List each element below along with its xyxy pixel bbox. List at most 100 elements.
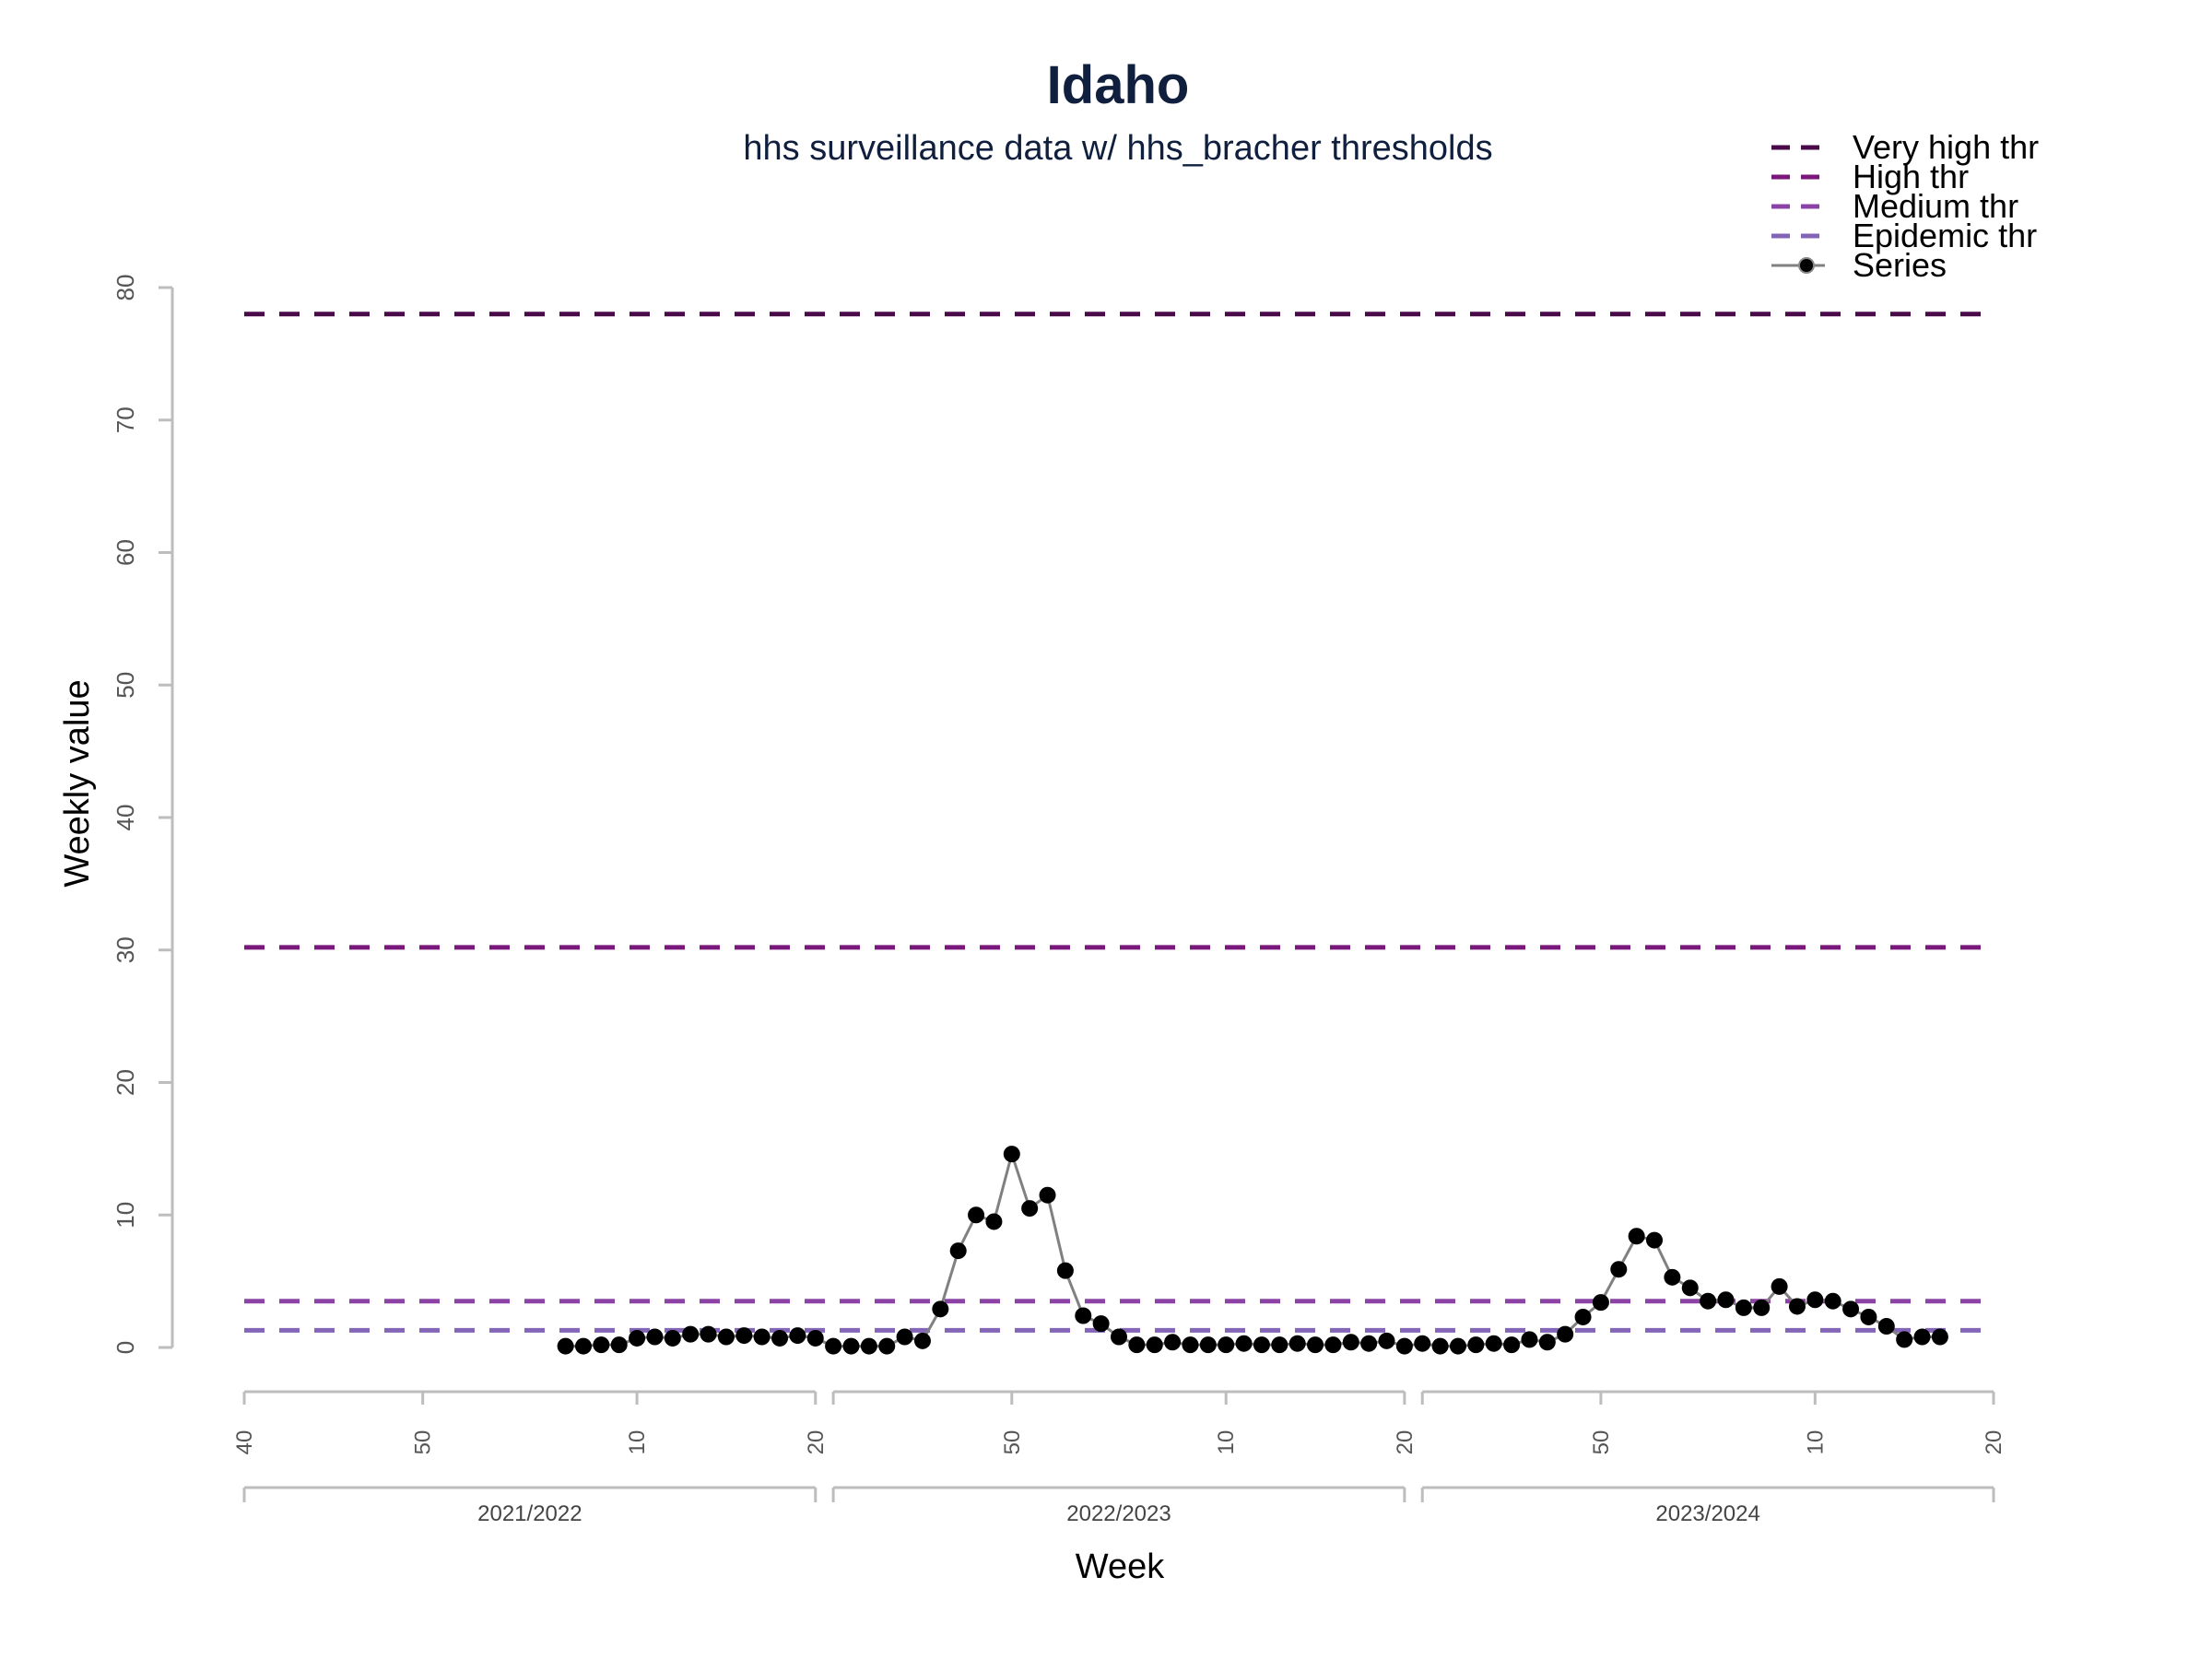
data-point xyxy=(1771,1277,1788,1295)
y-tick-label: 20 xyxy=(112,1069,139,1096)
data-point xyxy=(1039,1186,1056,1204)
data-point xyxy=(1092,1315,1110,1333)
data-point xyxy=(557,1337,574,1355)
data-point xyxy=(1735,1299,1752,1316)
data-point xyxy=(1075,1307,1092,1324)
data-point xyxy=(1182,1336,1199,1354)
data-point xyxy=(1467,1336,1485,1354)
data-point xyxy=(1485,1335,1502,1352)
data-point xyxy=(664,1329,681,1347)
x-tick-label: 10 xyxy=(1803,1430,1828,1455)
x-tick-label: 10 xyxy=(625,1430,650,1455)
x-tick-label: 50 xyxy=(1000,1430,1025,1455)
data-point xyxy=(1574,1308,1592,1325)
x-tick-label: 20 xyxy=(1982,1430,2006,1455)
data-point xyxy=(806,1329,824,1347)
x-tick-label: 20 xyxy=(1393,1430,1418,1455)
data-point xyxy=(1557,1325,1574,1343)
data-point xyxy=(1806,1291,1824,1309)
data-point xyxy=(789,1327,806,1345)
data-point xyxy=(1610,1261,1628,1278)
data-point xyxy=(968,1206,985,1224)
data-point xyxy=(1307,1336,1324,1354)
data-point xyxy=(1164,1334,1182,1351)
threshold-lines xyxy=(244,312,1994,1333)
data-point xyxy=(1003,1146,1020,1163)
legend-label: Series xyxy=(1853,246,1947,284)
y-tick-label: 50 xyxy=(112,672,139,699)
data-point xyxy=(1271,1336,1288,1354)
data-point xyxy=(1503,1336,1521,1354)
series-layer xyxy=(557,1146,1948,1355)
data-point xyxy=(753,1328,771,1346)
data-point xyxy=(1378,1332,1395,1349)
data-point xyxy=(860,1337,877,1355)
data-point xyxy=(1324,1336,1342,1354)
data-point xyxy=(1753,1299,1771,1316)
y-tick-label: 80 xyxy=(112,275,139,301)
data-point xyxy=(842,1337,860,1355)
data-point xyxy=(1431,1337,1449,1355)
legend-label: Very high thr xyxy=(1853,128,2039,166)
data-point xyxy=(682,1325,700,1343)
y-tick-label: 30 xyxy=(112,936,139,963)
legend-marker xyxy=(1798,257,1815,274)
data-point xyxy=(913,1332,931,1349)
series-line xyxy=(565,1148,1940,1348)
data-point xyxy=(646,1328,664,1346)
data-point xyxy=(949,1242,967,1260)
legend-label: Epidemic thr xyxy=(1853,217,2037,254)
chart-title: Idaho xyxy=(1047,55,1190,115)
data-point xyxy=(1860,1308,1877,1325)
data-point xyxy=(1664,1268,1681,1286)
data-point xyxy=(1342,1334,1359,1351)
x-tick-label: 50 xyxy=(411,1430,436,1455)
data-point xyxy=(1896,1331,1913,1348)
season-label: 2022/2023 xyxy=(1066,1501,1171,1526)
x-tick-label: 40 xyxy=(232,1430,257,1455)
data-point xyxy=(1628,1228,1645,1245)
data-point xyxy=(1235,1335,1253,1352)
data-point xyxy=(1056,1262,1074,1279)
data-point xyxy=(629,1329,646,1347)
x-tick-label: 20 xyxy=(804,1430,829,1455)
data-point xyxy=(1824,1292,1841,1310)
season-label: 2023/2024 xyxy=(1655,1501,1759,1526)
data-point xyxy=(1717,1291,1735,1309)
data-point xyxy=(1592,1294,1609,1312)
y-tick-label: 0 xyxy=(112,1341,139,1354)
y-tick-label: 10 xyxy=(112,1202,139,1229)
data-point xyxy=(593,1336,610,1354)
legend-label: Medium thr xyxy=(1853,187,2018,225)
data-point xyxy=(1700,1292,1717,1310)
data-point xyxy=(1877,1318,1895,1335)
data-point xyxy=(1538,1334,1556,1351)
data-point xyxy=(1913,1328,1931,1346)
data-point xyxy=(1288,1335,1306,1352)
x-axis-title: Week xyxy=(1076,1547,1165,1586)
x-tick-label: 50 xyxy=(1589,1430,1614,1455)
y-axis-title: Weekly value xyxy=(58,679,97,887)
y-axis: 0 10 20 30 40 50 60 70 80 xyxy=(112,275,174,1354)
x-axis: 40 50 10 20 2021/2022 50 10 20 2022/2023 50 10 20 20… xyxy=(232,1390,2006,1526)
x-tick-label: 10 xyxy=(1214,1430,1239,1455)
data-point xyxy=(717,1328,735,1346)
data-point xyxy=(1218,1336,1235,1354)
data-point xyxy=(1253,1336,1270,1354)
data-point xyxy=(1360,1335,1378,1352)
data-point xyxy=(1449,1337,1466,1355)
data-point xyxy=(1788,1298,1806,1315)
data-point xyxy=(1395,1337,1413,1355)
data-point xyxy=(1199,1336,1217,1354)
data-point xyxy=(1128,1336,1146,1354)
y-tick-label: 60 xyxy=(112,539,139,566)
data-point xyxy=(574,1337,592,1355)
data-point xyxy=(1111,1328,1127,1346)
data-point xyxy=(771,1329,789,1347)
season-label: 2021/2022 xyxy=(477,1501,582,1526)
data-point xyxy=(1931,1328,1948,1346)
data-point xyxy=(896,1328,913,1346)
data-point xyxy=(878,1337,896,1355)
